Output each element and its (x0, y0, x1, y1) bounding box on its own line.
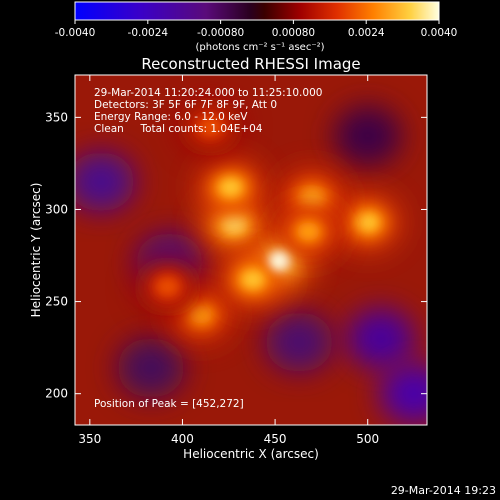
footer-timestamp: 29-Mar-2014 19:23 (391, 484, 496, 497)
colorbar-ticks: -0.0040 -0.0024 -0.00080 0.00080 0.0024 0.004… (55, 20, 458, 39)
peak-position-label: Position of Peak = [452,272] (94, 398, 244, 410)
peak-core (269, 252, 288, 271)
source-core (297, 222, 320, 241)
colorbar-label: (photons cm⁻² s⁻¹ asec⁻²) (195, 42, 324, 53)
x-axis: 350 400 450 500 (78, 75, 379, 446)
negative-flux-region (380, 363, 427, 424)
x-tick-label: 500 (356, 432, 379, 446)
y-tick-label: 250 (45, 295, 68, 309)
source-core (223, 215, 246, 234)
source-core (156, 277, 179, 296)
negative-flux-region (116, 337, 185, 398)
colorbar-tick-label: -0.0024 (128, 27, 169, 39)
colorbar-tick-label: 0.0024 (348, 27, 385, 39)
y-axis-label: Heliocentric Y (arcsec) (29, 183, 43, 318)
colorbar-tick-label: 0.0040 (421, 27, 458, 39)
source-core (241, 270, 264, 289)
x-tick-label: 400 (171, 432, 194, 446)
source-core (219, 178, 242, 197)
heatmap-sources (75, 96, 427, 424)
colorbar-tick-label: -0.00080 (197, 27, 244, 39)
source-core (199, 117, 222, 136)
plot-frame (74, 74, 428, 426)
annotation-clean-counts: Clean Total counts: 1.04E+04 (94, 123, 263, 135)
x-tick-label: 450 (264, 432, 287, 446)
colorbar-strip (74, 1, 440, 21)
y-tick-label: 200 (45, 387, 68, 401)
heatmap-area (75, 75, 427, 425)
y-tick-label: 350 (45, 110, 68, 124)
x-tick-label: 350 (78, 432, 101, 446)
colorbar: -0.0040 -0.0024 -0.00080 0.00080 0.0024 0.004… (55, 1, 458, 53)
negative-flux-region (346, 308, 415, 369)
annotation-time-range: 29-Mar-2014 11:20:24.000 to 11:25:10.000 (94, 87, 322, 99)
y-axis: 200 250 300 350 (45, 110, 427, 401)
annotation-detectors: Detectors: 3F 5F 6F 7F 8F 9F, Att 0 (94, 99, 277, 111)
annotation-energy-range: Energy Range: 6.0 - 12.0 keV (94, 111, 248, 123)
negative-flux-region (333, 105, 402, 166)
y-tick-label: 300 (45, 202, 68, 216)
colorbar-tick-label: -0.0040 (55, 27, 96, 39)
x-axis-label: Heliocentric X (arcsec) (183, 447, 319, 461)
source-core (189, 305, 212, 324)
negative-flux-region (75, 151, 135, 212)
chart-title: Reconstructed RHESSI Image (141, 55, 360, 73)
negative-flux-region (265, 312, 334, 373)
source-core (356, 213, 379, 232)
observation-info: 29-Mar-2014 11:20:24.000 to 11:25:10.000… (94, 87, 322, 135)
colorbar-tick-label: 0.00080 (272, 27, 315, 39)
